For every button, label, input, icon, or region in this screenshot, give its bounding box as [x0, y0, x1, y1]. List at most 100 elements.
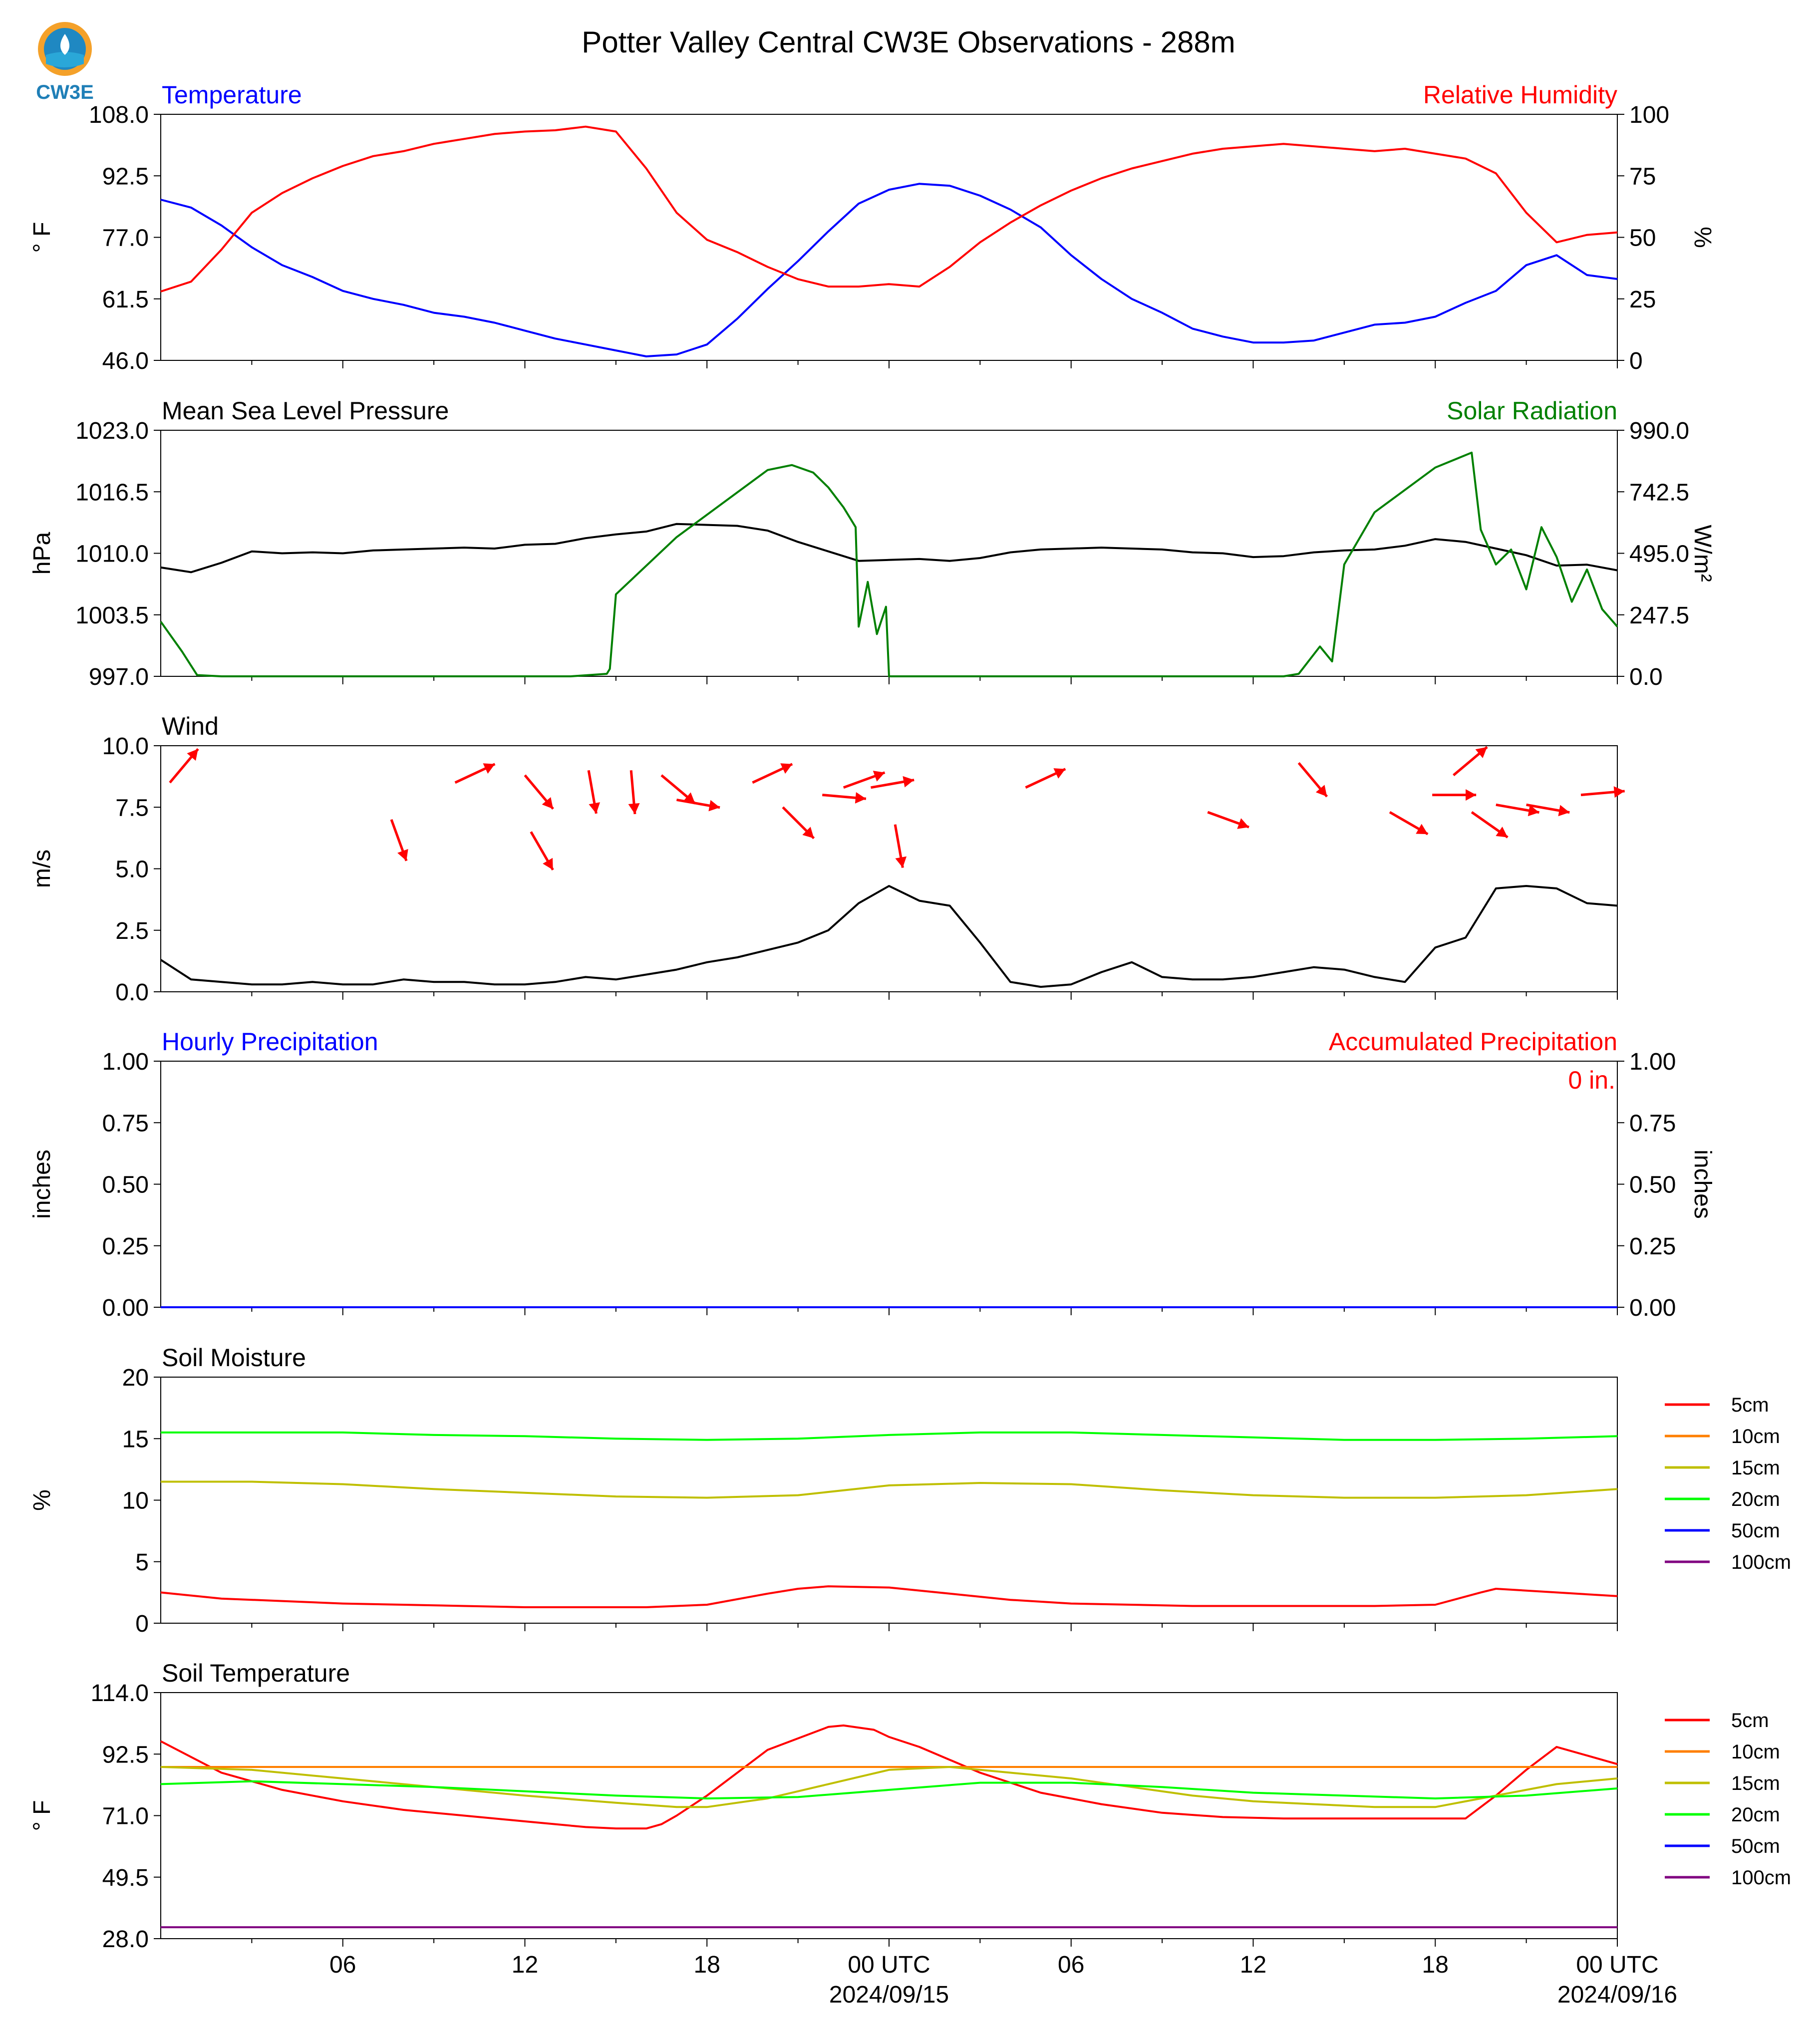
- series-line-solar-radiation: [160, 451, 1618, 677]
- y-tick-label: 0.25: [102, 1233, 149, 1260]
- y-tick-label-right: 1.00: [1629, 1049, 1676, 1075]
- y-tick-label: 1016.5: [75, 479, 149, 506]
- series-line-5cm: [160, 1724, 1618, 1830]
- y-tick-label: 77.0: [102, 225, 149, 252]
- y-tick-label: 5: [135, 1549, 149, 1576]
- y-tick-label: 5.0: [115, 857, 149, 883]
- wind-arrow-head: [397, 849, 408, 861]
- y-tick-label: 10: [122, 1488, 149, 1514]
- panel-2: Wind 10.0 7.5 5.0 2.5 0.0 m/s: [29, 712, 1625, 1006]
- legend-label: 50cm: [1731, 1520, 1780, 1542]
- series-line-15cm: [160, 1766, 1618, 1808]
- y-tick-label: 2.5: [115, 918, 149, 944]
- wind-arrow-head: [1053, 768, 1066, 779]
- y-tick-label-right: 0.00: [1629, 1295, 1676, 1321]
- panels-group: Temperature Relative Humidity 108.0 92.5 77.…: [29, 81, 1791, 1953]
- precip-total-annotation: 0 in.: [1568, 1066, 1615, 1094]
- legend-label: 20cm: [1731, 1488, 1780, 1510]
- y-tick-label-right: 100: [1629, 102, 1669, 128]
- y-axis-label-right: %: [1689, 227, 1716, 248]
- wind-arrow-head: [895, 856, 907, 868]
- y-tick-label: 1023.0: [75, 418, 149, 444]
- x-tick-label: 12: [1240, 1952, 1266, 1978]
- legend-label: 5cm: [1731, 1710, 1769, 1732]
- x-tick-label: 00 UTC: [1576, 1952, 1658, 1978]
- y-tick-label: 49.5: [102, 1865, 149, 1891]
- series-line-mean-sea-level-pressure: [160, 523, 1618, 574]
- y-tick-label-right: 247.5: [1629, 602, 1689, 629]
- cw3e-logo-icon: CW3E: [36, 22, 94, 103]
- x-tick-date: 2024/09/16: [1557, 1982, 1677, 2008]
- y-tick-label-right: 0.50: [1629, 1172, 1676, 1198]
- series-line-20cm: [160, 1780, 1618, 1800]
- y-tick-label: 46.0: [102, 348, 149, 374]
- x-tick-label: 12: [512, 1952, 538, 1978]
- y-tick-label: 10.0: [102, 733, 149, 760]
- panel-4: Soil Moisture 20 15 10 5 0% 5cm 10cm 15cm 20cm 50c…: [29, 1344, 1791, 1637]
- panel-title-left: Soil Moisture: [162, 1344, 306, 1372]
- y-axis-label: ° F: [29, 1800, 55, 1831]
- panel-title-right: Solar Radiation: [1447, 397, 1617, 425]
- wind-arrow-head: [873, 771, 885, 782]
- figure-title: Potter Valley Central CW3E Observations …: [582, 25, 1235, 59]
- panel-title-left: Temperature: [162, 81, 302, 109]
- y-tick-label-right: 50: [1629, 225, 1656, 252]
- wind-arrow-head: [903, 776, 914, 788]
- x-tick-date: 2024/09/15: [829, 1982, 949, 2008]
- panel-5: Soil Temperature 114.0 92.5 71.0 49.5 28.0 ° F…: [29, 1659, 1791, 1953]
- series-line-20cm: [161, 1431, 1618, 1441]
- wind-arrow-head: [780, 763, 793, 774]
- wind-arrow-head: [1496, 827, 1508, 838]
- series-line-temperature: [160, 183, 1618, 357]
- y-axis-label: %: [29, 1489, 55, 1511]
- x-tick-label: 06: [1058, 1952, 1084, 1978]
- time-axis: 06 12 18 00 UTC 2024/09/15 06 12 18 00 UTC 2024/0…: [329, 1952, 1677, 2008]
- y-tick-label: 114.0: [90, 1680, 149, 1707]
- y-tick-label: 0.00: [102, 1295, 149, 1321]
- legend-label: 10cm: [1731, 1741, 1780, 1763]
- legend-label: 10cm: [1731, 1426, 1780, 1448]
- panel-title-left: Mean Sea Level Pressure: [162, 397, 449, 425]
- wind-arrow-head: [542, 797, 554, 809]
- wind-arrow-head: [1237, 818, 1249, 829]
- panel-3: Hourly Precipitation Accumulated Precipit…: [29, 1028, 1716, 1321]
- wind-arrow-head: [802, 827, 814, 839]
- x-tick-label: 00 UTC: [848, 1952, 930, 1978]
- y-tick-label: 0.75: [102, 1110, 149, 1137]
- wind-arrow-head: [708, 800, 720, 812]
- cw3e-logo: CW3E: [30, 19, 100, 104]
- legend-label: 5cm: [1731, 1394, 1769, 1416]
- wind-arrow-head: [543, 858, 553, 870]
- y-tick-label-right: 75: [1629, 163, 1656, 190]
- y-tick-label: 108.0: [89, 102, 149, 128]
- y-tick-label: 1.00: [102, 1049, 149, 1075]
- wind-arrow-head: [1558, 805, 1570, 817]
- panel-0: Temperature Relative Humidity 108.0 92.5 77.…: [29, 81, 1716, 374]
- x-tick-label: 06: [329, 1952, 356, 1978]
- wind-arrow-head: [1527, 805, 1539, 817]
- y-tick-label: 92.5: [102, 1741, 149, 1768]
- y-tick-label-right: 0.0: [1629, 664, 1663, 690]
- y-axis-label: hPa: [29, 532, 55, 575]
- panel-1: Mean Sea Level Pressure Solar Radiation 10…: [29, 397, 1716, 690]
- cw3e-logo-text: CW3E: [36, 81, 94, 103]
- y-tick-label: 1003.5: [75, 602, 149, 629]
- wind-arrow-head: [1466, 789, 1477, 801]
- x-tick-label: 18: [694, 1952, 720, 1978]
- panel-title-left: Soil Temperature: [162, 1659, 350, 1687]
- y-tick-label: 28.0: [102, 1926, 149, 1953]
- wind-arrow-head: [855, 792, 866, 804]
- y-axis-label-right: inches: [1689, 1150, 1716, 1219]
- y-tick-label: 15: [122, 1426, 149, 1452]
- y-tick-label-right: 0.25: [1629, 1233, 1676, 1260]
- wind-arrow-head: [483, 763, 495, 774]
- wind-arrow-head: [1315, 785, 1327, 797]
- y-tick-label: 71.0: [102, 1803, 149, 1830]
- legend-label: 15cm: [1731, 1457, 1780, 1479]
- wind-arrow-head: [589, 802, 601, 814]
- series-line-relative-humidity: [160, 125, 1618, 292]
- x-tick-label: 18: [1422, 1952, 1449, 1978]
- wind-arrow-head: [1475, 747, 1488, 758]
- legend-label: 20cm: [1731, 1804, 1780, 1826]
